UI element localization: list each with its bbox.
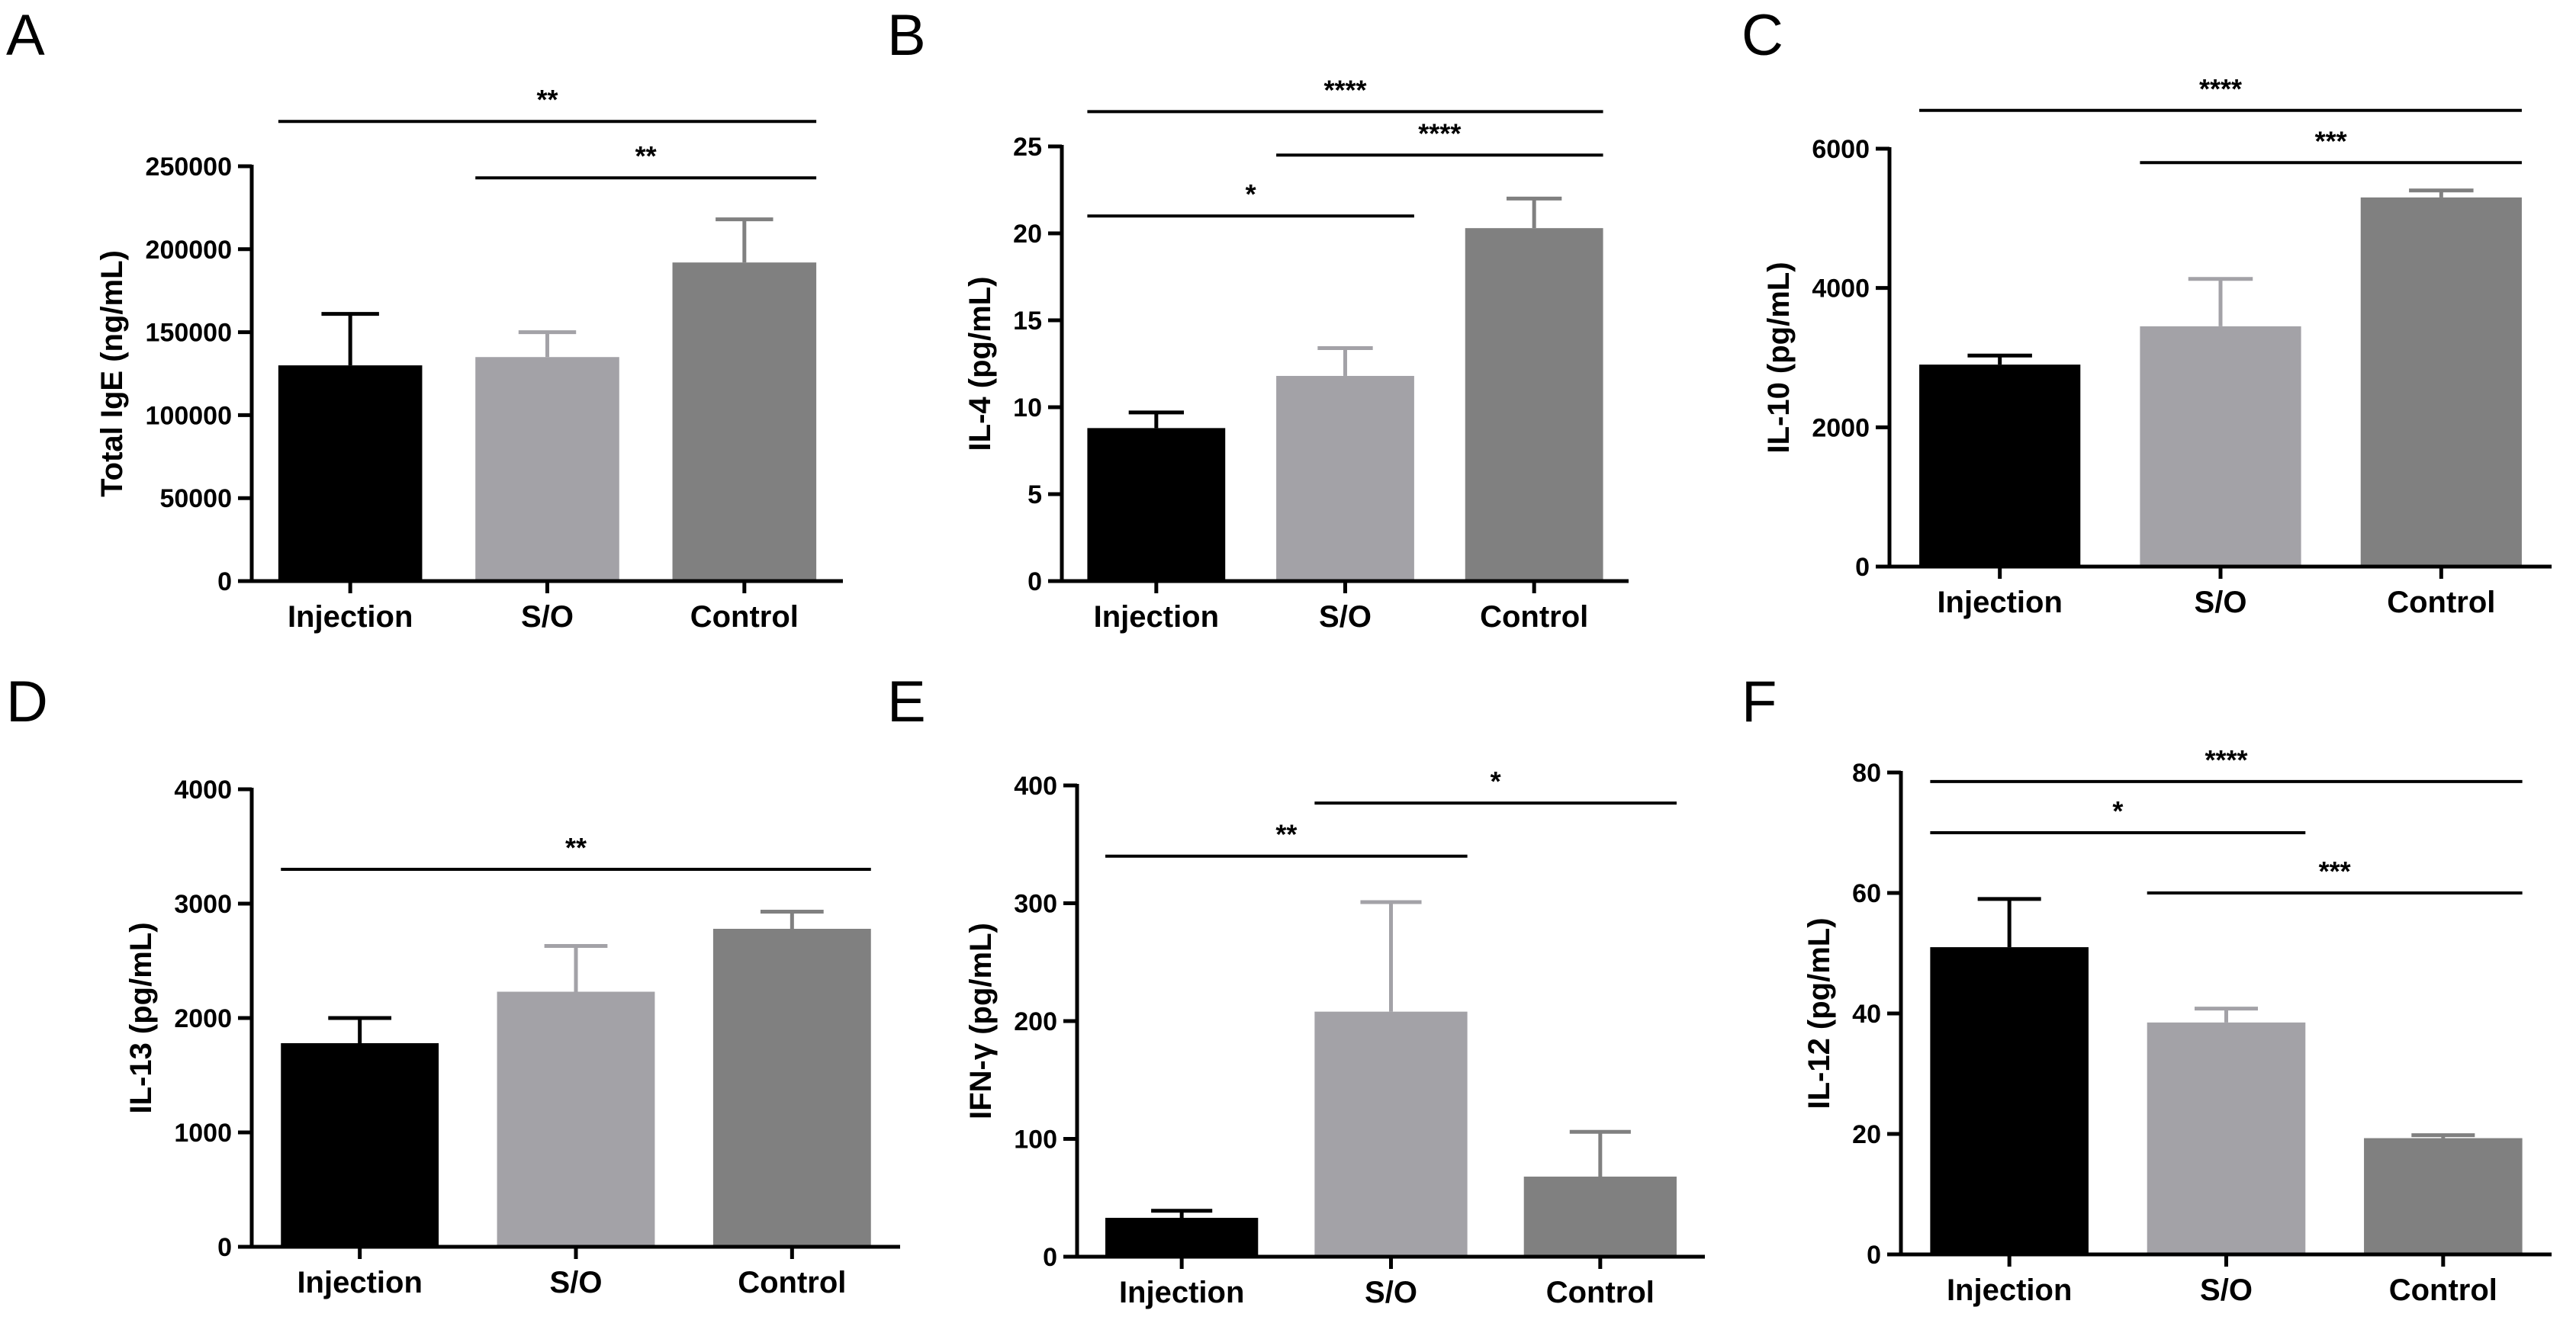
y-axis-title: IL-12 (pg/mL) — [1803, 917, 1836, 1109]
y-axis-title: IFN-γ (pg/mL) — [964, 923, 998, 1119]
y-tick-label: 3000 — [174, 890, 232, 919]
significance-label: **** — [1418, 117, 1461, 149]
bar-so — [1276, 375, 1414, 581]
y-tick-label: 400 — [1014, 772, 1057, 801]
y-tick-label: 4000 — [1812, 275, 1870, 304]
y-tick-label: 250000 — [146, 153, 232, 181]
y-tick-label: 2000 — [174, 1004, 232, 1033]
y-tick-label: 25 — [1013, 133, 1042, 162]
panel-letter: C — [1741, 3, 1783, 68]
bar-injection — [281, 1043, 439, 1247]
y-axis-title: IL-4 (pg/mL) — [963, 277, 997, 451]
y-tick-label: 0 — [217, 567, 232, 596]
x-category-label: Injection — [1947, 1273, 2072, 1307]
y-tick-label: 0 — [1855, 553, 1870, 582]
significance-label: **** — [2199, 73, 2242, 104]
y-tick-label: 0 — [1867, 1241, 1881, 1270]
y-axis-title: Total IgE (ng/mL) — [95, 250, 129, 497]
y-tick-label: 0 — [217, 1233, 232, 1262]
y-tick-label: 20 — [1852, 1120, 1881, 1149]
significance-label: * — [2112, 795, 2123, 827]
bar-so — [2147, 1022, 2306, 1254]
significance-label: **** — [2205, 744, 2247, 776]
x-category-label: S/O — [550, 1266, 603, 1299]
bar-injection — [278, 365, 423, 581]
bar-control — [2360, 197, 2522, 567]
y-tick-label: 60 — [1852, 879, 1881, 908]
significance-label: ** — [565, 832, 587, 863]
panel-letter: A — [6, 3, 45, 68]
panel-c: C 0 2000 4000 6000 Injection S/O Control IL-10 (… — [1741, 3, 2552, 619]
y-tick-label: 100000 — [146, 401, 232, 430]
y-tick-label: 10 — [1013, 393, 1042, 422]
y-tick-label: 0 — [1028, 567, 1042, 596]
y-tick-label: 4000 — [174, 776, 232, 805]
y-axis-title: IL-10 (pg/mL) — [1762, 262, 1796, 453]
bar-injection — [1919, 365, 2081, 567]
panel-letter: F — [1741, 670, 1777, 734]
x-category-label: Injection — [297, 1266, 422, 1299]
y-tick-label: 200 — [1014, 1007, 1057, 1036]
bar-so — [475, 357, 619, 581]
y-tick-label: 20 — [1013, 220, 1042, 249]
significance-label: *** — [2315, 125, 2347, 156]
x-category-label: Control — [1480, 600, 1588, 634]
x-category-label: Injection — [288, 600, 413, 634]
significance-label: * — [1491, 766, 1501, 797]
bar-so — [1314, 1011, 1468, 1257]
bar-control — [2364, 1138, 2523, 1254]
y-tick-label: 50000 — [159, 484, 232, 513]
bar-control — [672, 262, 817, 581]
y-tick-label: 15 — [1013, 307, 1042, 336]
significance-label: ** — [1275, 819, 1297, 850]
bar-injection — [1087, 428, 1226, 581]
x-category-label: Control — [690, 600, 799, 634]
x-category-label: Control — [738, 1266, 846, 1299]
y-tick-label: 100 — [1014, 1126, 1057, 1155]
x-category-label: S/O — [521, 600, 574, 634]
y-tick-label: 300 — [1014, 890, 1057, 919]
bar-so — [497, 991, 655, 1247]
y-tick-label: 200000 — [146, 236, 232, 265]
bar-injection — [1930, 947, 2089, 1254]
bar-injection — [1105, 1218, 1259, 1257]
y-tick-label: 1000 — [174, 1119, 232, 1148]
significance-label: * — [1246, 178, 1256, 210]
panel-letter: E — [887, 670, 926, 734]
x-category-label: Injection — [1094, 600, 1219, 634]
x-category-label: Injection — [1119, 1276, 1244, 1309]
panel-a: A 0 50000 100000 150000 200000 250000 Injection… — [6, 3, 843, 634]
x-category-label: S/O — [1319, 600, 1372, 634]
y-tick-label: 150000 — [146, 319, 232, 348]
y-tick-label: 0 — [1043, 1243, 1057, 1272]
x-category-label: S/O — [1365, 1276, 1417, 1309]
x-category-label: S/O — [2195, 586, 2247, 619]
panel-letter: D — [6, 670, 48, 734]
bar-control — [712, 929, 871, 1247]
bar-control — [1523, 1176, 1677, 1257]
y-tick-label: 40 — [1852, 1000, 1881, 1029]
significance-label: *** — [2319, 856, 2351, 887]
bar-control — [1465, 228, 1603, 581]
bar-so — [2140, 326, 2301, 567]
x-category-label: Injection — [1937, 586, 2062, 619]
y-tick-label: 2000 — [1812, 413, 1870, 442]
panel-f: F 0 20 40 60 80 Injection S/O Control IL-12 (pg/m… — [1741, 670, 2552, 1307]
panel-e: E 0 100 200 300 400 Injection S/O Control IFN-γ (… — [887, 670, 1705, 1309]
significance-label: ** — [536, 84, 558, 115]
panel-letter: B — [887, 3, 926, 68]
x-category-label: Control — [2389, 1273, 2497, 1307]
x-category-label: Control — [2387, 586, 2495, 619]
panel-d: D 0 1000 2000 3000 4000 Injection S/O Control IL-… — [6, 670, 900, 1299]
x-category-label: Control — [1546, 1276, 1655, 1309]
significance-label: **** — [1323, 74, 1366, 105]
significance-label: ** — [635, 140, 657, 172]
y-tick-label: 6000 — [1812, 135, 1870, 164]
y-tick-label: 80 — [1852, 759, 1881, 788]
y-tick-label: 5 — [1028, 480, 1042, 509]
x-category-label: S/O — [2200, 1273, 2253, 1307]
y-axis-title: IL-13 (pg/mL) — [124, 922, 158, 1113]
panel-b: B 0 5 10 15 20 25 Injection S/O Control IL-4 (pg/m… — [887, 3, 1629, 634]
